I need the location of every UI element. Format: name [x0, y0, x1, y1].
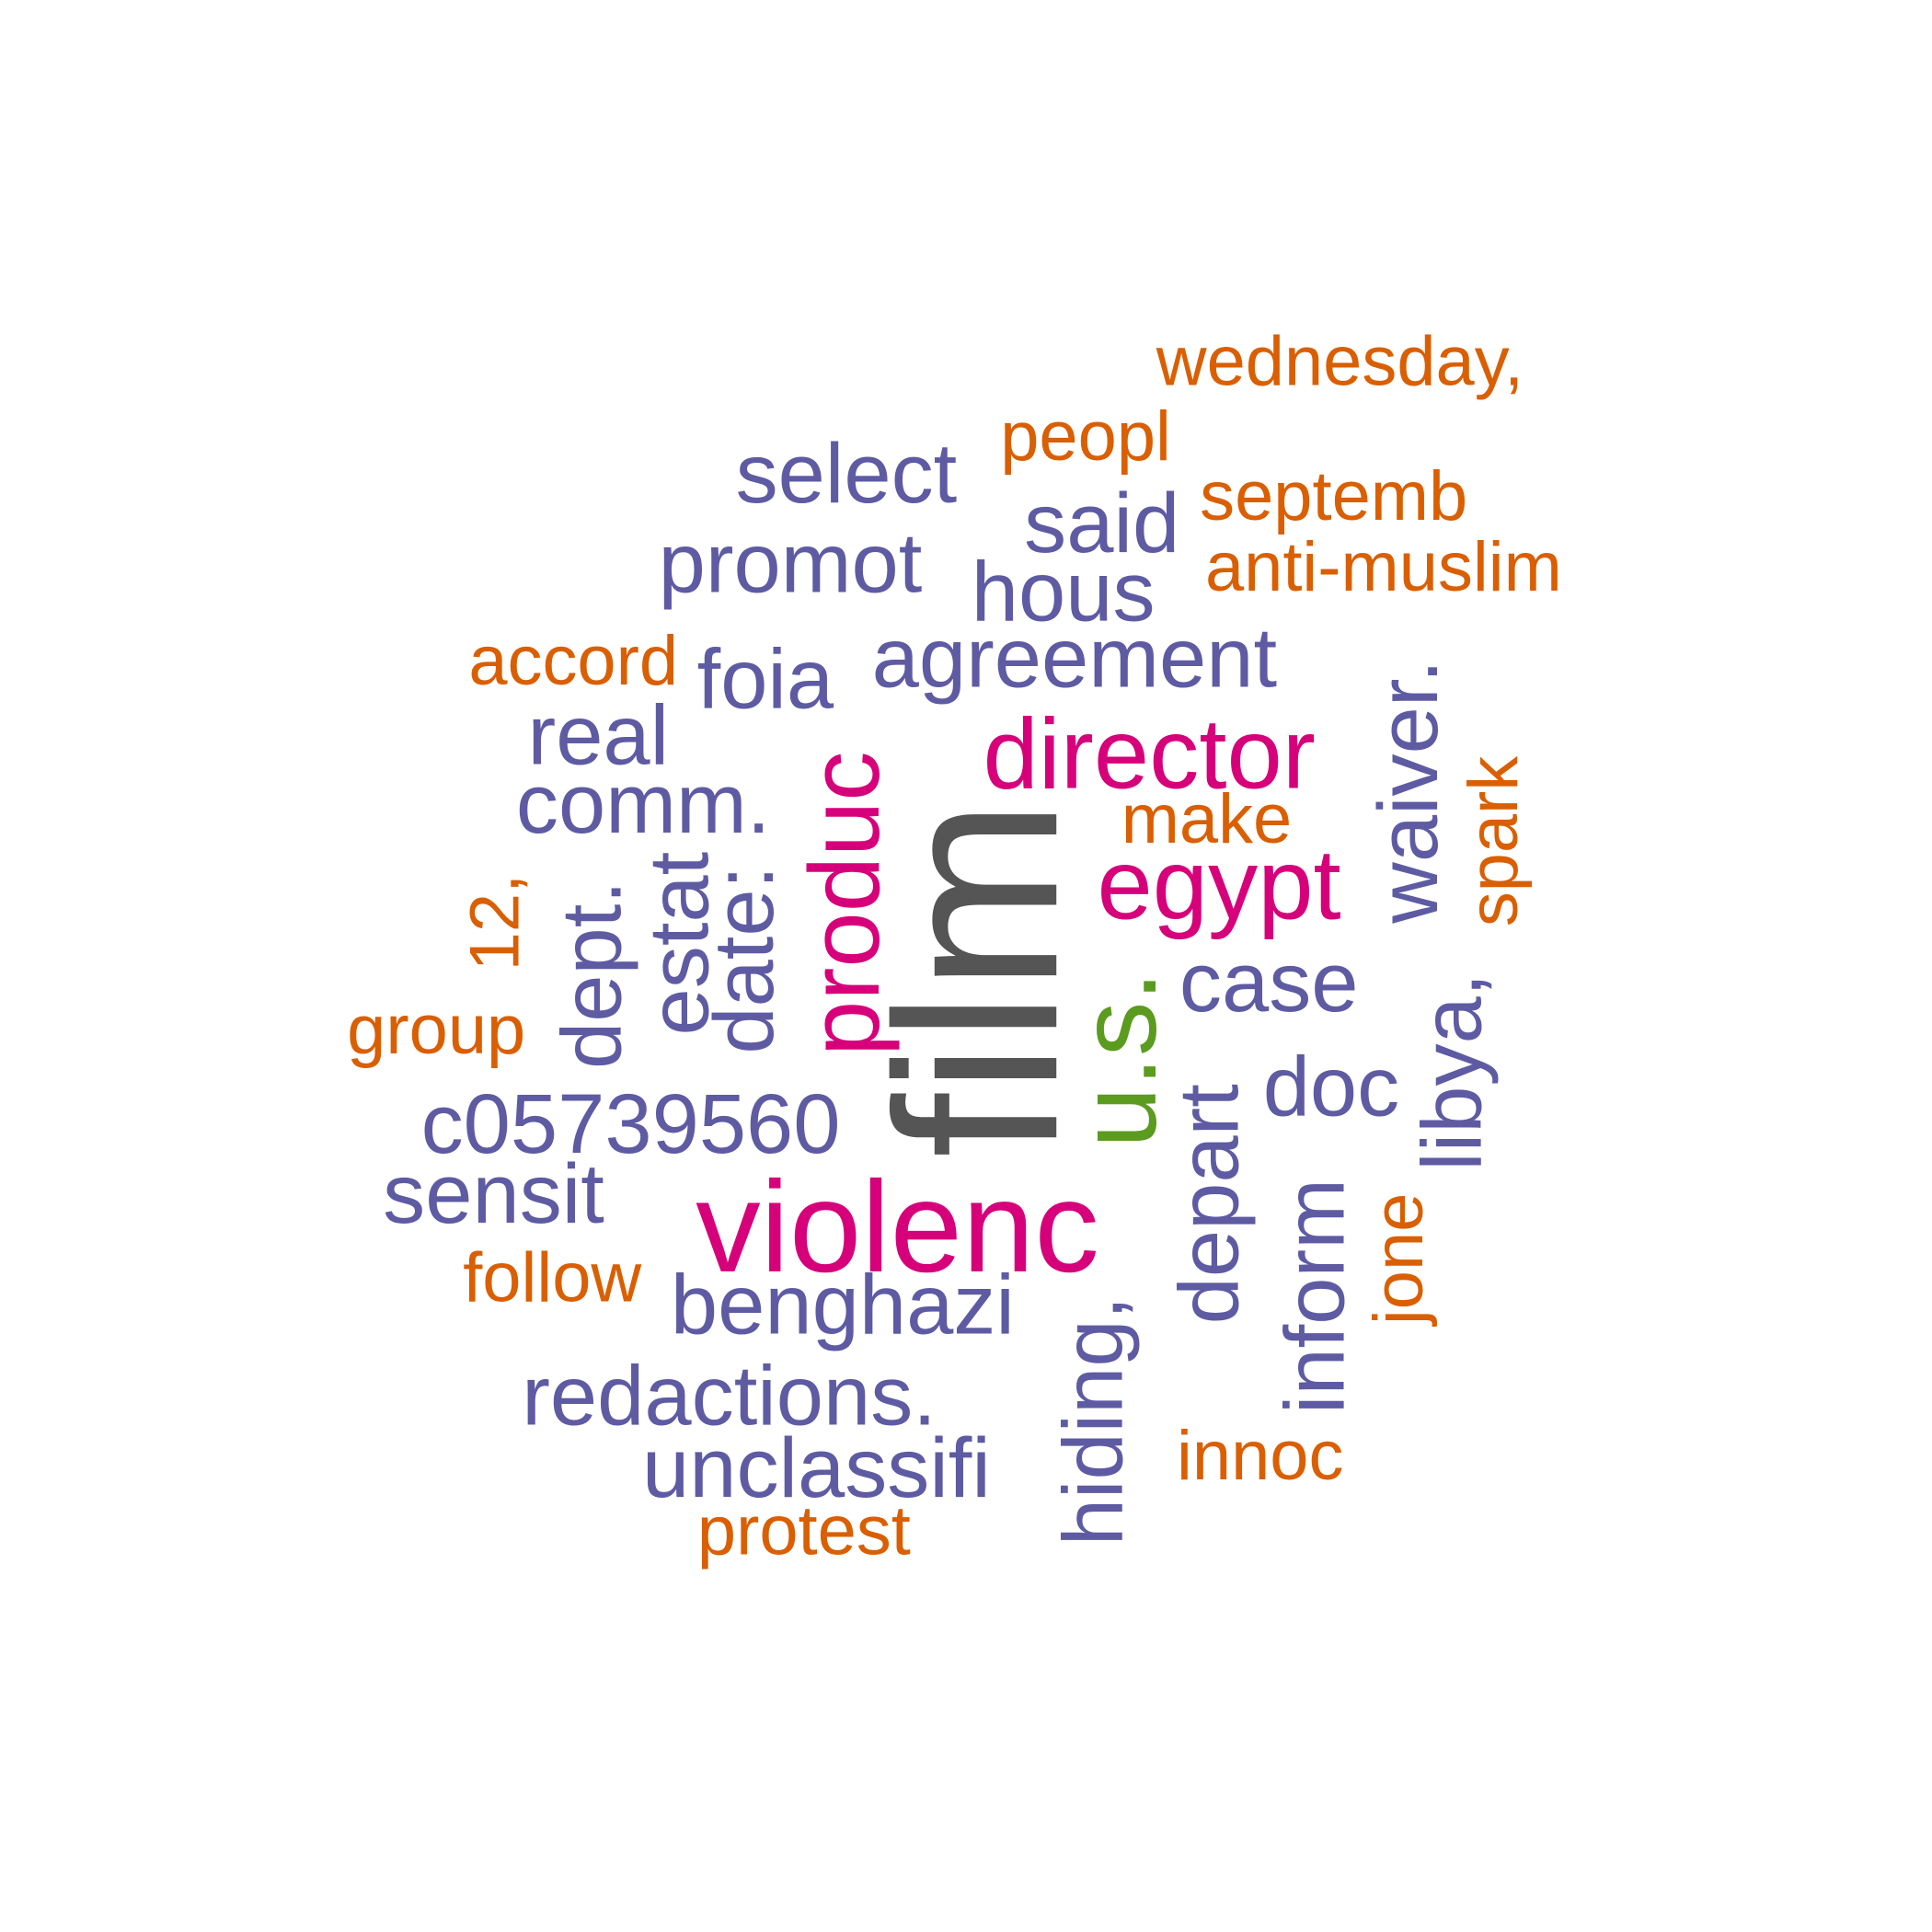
word-select: select	[735, 426, 958, 522]
word-protest: protest	[696, 1490, 911, 1570]
word-real: real	[527, 687, 670, 783]
word-inform: inform	[1267, 1179, 1363, 1415]
word-12: 12,	[454, 873, 534, 972]
word-septemb: septemb	[1200, 455, 1468, 535]
word-depart: depart	[1161, 1084, 1257, 1325]
word-spark: spark	[1453, 755, 1533, 927]
word-accord: accord	[468, 620, 679, 700]
word-waiver: waiver.	[1361, 659, 1456, 924]
word-agreement: agreement	[871, 610, 1278, 706]
word-hous: hous	[971, 545, 1156, 640]
word-redactions: redactions.	[522, 1348, 937, 1443]
word-make: make	[1121, 778, 1293, 858]
word-wednesday: wednesday,	[1156, 321, 1524, 400]
word-foia: foia	[696, 631, 834, 727]
word-said: said	[1024, 476, 1180, 571]
word-doc: doc	[1262, 1039, 1400, 1134]
word-benghazi: benghazi	[670, 1258, 1015, 1352]
word-innoc: innoc	[1177, 1416, 1344, 1495]
word-director: director	[983, 697, 1316, 810]
word-anti-muslim: anti-muslim	[1204, 527, 1562, 606]
word-violenc: violenc	[696, 1155, 1099, 1301]
word-c05739560: c05739560	[420, 1076, 841, 1172]
word-libya: libya,	[1404, 972, 1500, 1171]
word-jone: jone	[1358, 1192, 1438, 1326]
word-case: case	[1179, 935, 1359, 1030]
word-comm: comm.	[515, 756, 771, 852]
word-u-s: u.s.	[1055, 971, 1179, 1148]
word-dept: dept.	[545, 880, 640, 1069]
word-sensit: sensit	[383, 1146, 604, 1242]
word-follow: follow	[463, 1237, 642, 1317]
word-produc: produc	[788, 751, 901, 1056]
word-hiding: hiding,	[1045, 1295, 1141, 1547]
word-egypt: egypt	[1097, 828, 1341, 940]
word-peopl: peopl	[1000, 396, 1171, 476]
word-promot: promot	[658, 515, 923, 611]
word-group: group	[347, 989, 526, 1069]
word-unclassifi: unclassifi	[641, 1420, 991, 1516]
word-date: date:	[696, 865, 792, 1054]
